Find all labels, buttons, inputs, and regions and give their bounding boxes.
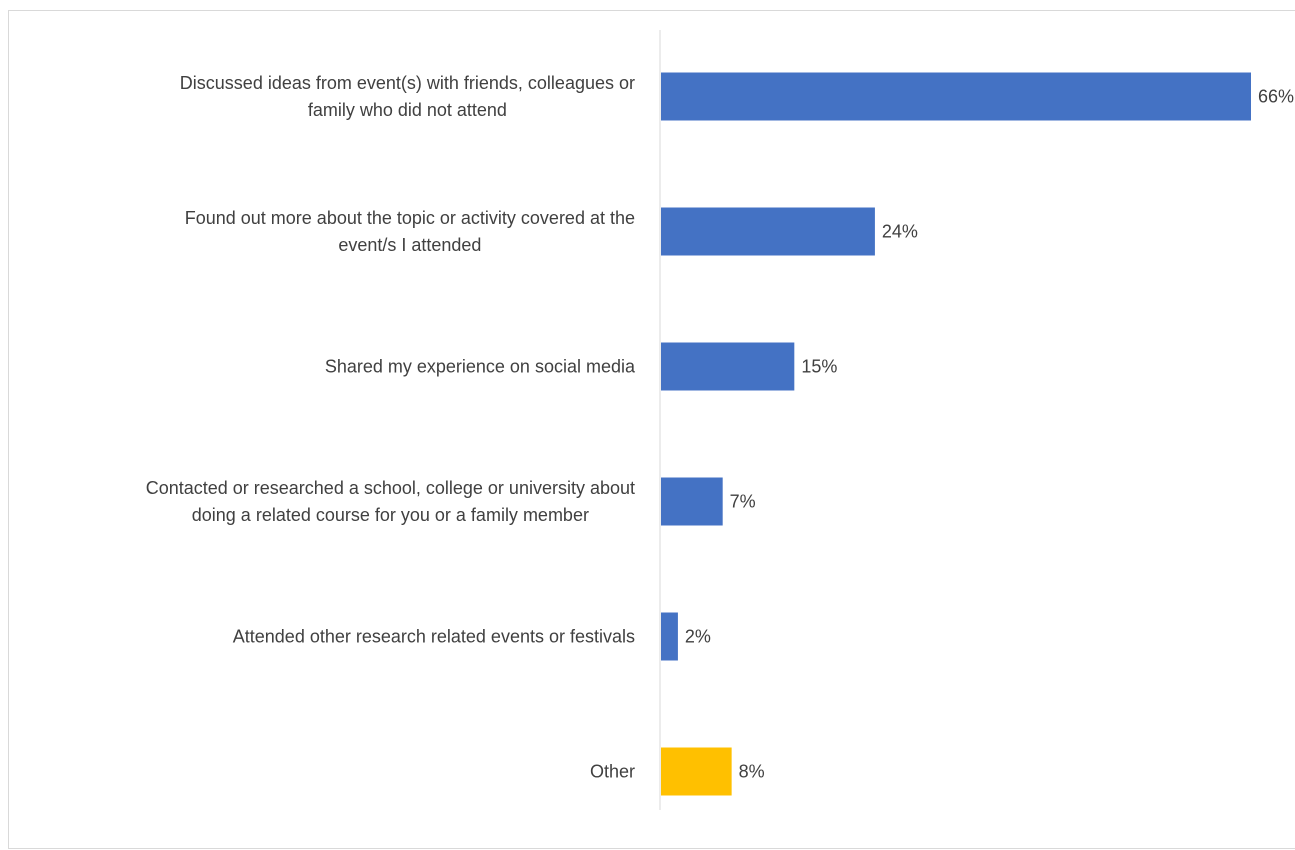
value-label-5: 2%	[685, 627, 711, 647]
value-labels: 66% 24% 15% 7% 2% 8%	[685, 87, 1294, 782]
category-label-line: Contacted or researched a school, colleg…	[146, 478, 635, 498]
category-label-5: Attended other research related events o…	[233, 627, 635, 647]
value-label-6: 8%	[739, 762, 765, 782]
category-label-1: Discussed ideas from event(s) with frien…	[180, 73, 635, 120]
value-label-2: 24%	[882, 222, 918, 242]
category-label-4: Contacted or researched a school, colleg…	[146, 478, 635, 525]
category-label-line: Shared my experience on social media	[325, 357, 636, 377]
category-label-6: Other	[590, 762, 635, 782]
category-label-line: Attended other research related events o…	[233, 627, 635, 647]
category-label-line: Discussed ideas from event(s) with frien…	[180, 73, 635, 93]
bars-layer	[661, 72, 1251, 796]
bar-4	[661, 477, 723, 526]
category-label-2: Found out more about the topic or activi…	[185, 208, 635, 255]
bar-2	[661, 207, 875, 256]
bar-3	[661, 342, 795, 391]
value-label-1: 66%	[1258, 87, 1294, 107]
category-label-line: event/s I attended	[338, 235, 481, 255]
bar-5	[661, 612, 678, 661]
value-label-4: 7%	[730, 492, 756, 512]
bar-6	[661, 747, 732, 796]
category-labels: Discussed ideas from event(s) with frien…	[146, 73, 636, 782]
category-label-line: family who did not attend	[308, 100, 507, 120]
category-label-line: Found out more about the topic or activi…	[185, 208, 635, 228]
category-label-line: Other	[590, 762, 635, 782]
value-label-3: 15%	[801, 357, 837, 377]
category-label-3: Shared my experience on social media	[325, 357, 636, 377]
category-label-line: doing a related course for you or a fami…	[192, 505, 589, 525]
chart-frame	[8, 10, 1295, 849]
bar-1	[661, 72, 1251, 121]
